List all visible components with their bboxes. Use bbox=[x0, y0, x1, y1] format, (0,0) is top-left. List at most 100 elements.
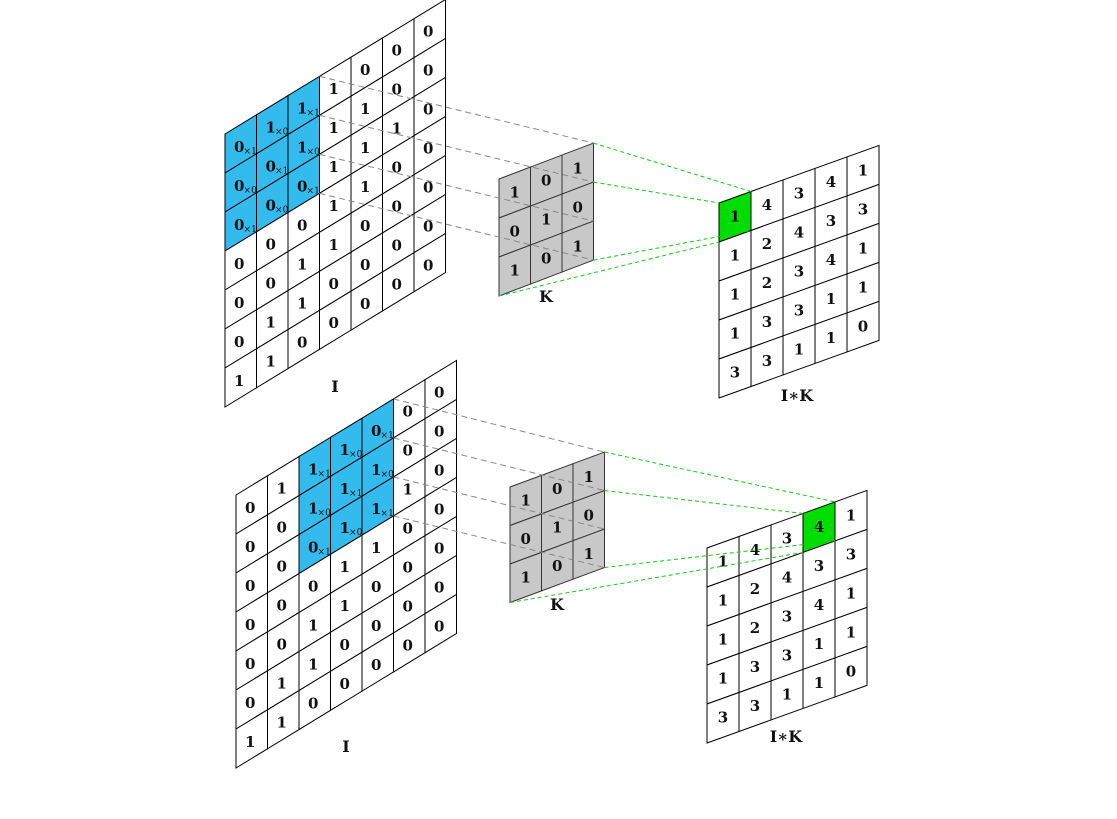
input-cell-value: 0 bbox=[360, 256, 370, 274]
kernel-output-connector bbox=[593, 229, 752, 261]
input-cell-value: 0 bbox=[276, 558, 286, 576]
connector-lines bbox=[319, 75, 752, 297]
output-cell-value: 1 bbox=[846, 507, 856, 525]
output-cell-value: 4 bbox=[826, 251, 836, 269]
input-cell-value: 0 bbox=[234, 177, 244, 195]
output-cell-value: 3 bbox=[814, 557, 824, 575]
kernel-output-connector bbox=[498, 241, 720, 297]
input-cell-value: 1 bbox=[328, 236, 338, 254]
output-cell-value: 3 bbox=[762, 313, 772, 331]
input-cell-value: 0 bbox=[328, 314, 338, 332]
output-cell-value: 3 bbox=[730, 364, 740, 382]
input-cell-value: 0 bbox=[297, 177, 307, 195]
kernel-output-connector bbox=[604, 451, 836, 503]
kernel-multiplier: ×1 bbox=[244, 225, 257, 235]
output-cell-value: 4 bbox=[826, 173, 836, 191]
kernel-multiplier: ×1 bbox=[349, 489, 362, 499]
input-cell-value: 0 bbox=[245, 577, 255, 595]
output-cell-value: 0 bbox=[858, 318, 868, 336]
kernel-cell-value: 0 bbox=[541, 172, 551, 190]
output-cell-value: 1 bbox=[730, 286, 740, 304]
kernel-matrix: 1 0 1 0 1 0 1 0 1 bbox=[509, 451, 605, 604]
input-cell-value: 1 bbox=[234, 372, 244, 390]
output-cell-value: 1 bbox=[718, 631, 728, 649]
output-cell-value: 3 bbox=[858, 201, 868, 219]
input-cell-value: 0 bbox=[402, 637, 412, 655]
input-cell-value: 0 bbox=[308, 577, 318, 595]
output-matrix: 1 4 3 4 1 1 2 4 3 3 1 2 3 4 1 1 3 3 1 1 3 3 1 1 0 bbox=[718, 144, 880, 399]
input-cell-value: 1 bbox=[276, 714, 286, 732]
input-cell-value: 0 bbox=[339, 675, 349, 693]
input-cell-value: 1 bbox=[297, 255, 307, 273]
input-cell-value: 0 bbox=[245, 694, 255, 712]
output-cell-value: 1 bbox=[718, 592, 728, 610]
input-cell bbox=[413, 232, 446, 293]
input-cell-value: 1 bbox=[402, 481, 412, 499]
input-cell-value: 1 bbox=[276, 480, 286, 498]
kernel-cell-value: 1 bbox=[573, 238, 583, 256]
output-cell-value: 3 bbox=[794, 185, 804, 203]
output-cell-value: 3 bbox=[782, 608, 792, 626]
input-cell-value: 0 bbox=[434, 384, 444, 402]
kernel-multiplier: ×0 bbox=[307, 147, 321, 157]
kernel-cell-value: 0 bbox=[521, 530, 531, 548]
output-cell-value: 1 bbox=[718, 553, 728, 571]
input-cell-value: 1 bbox=[328, 119, 338, 137]
input-cell-value: 1 bbox=[328, 80, 338, 98]
kernel-multiplier: ×1 bbox=[275, 167, 288, 177]
input-cell-value: 1 bbox=[265, 314, 275, 332]
output-cell-value: 3 bbox=[782, 530, 792, 548]
output-cell-value: 1 bbox=[858, 162, 868, 180]
input-cell-value: 1 bbox=[371, 461, 381, 479]
input-cell-value: 0 bbox=[360, 217, 370, 235]
input-cell-value: 0 bbox=[423, 62, 433, 80]
kernel-cell-value: 0 bbox=[552, 480, 562, 498]
input-cell-value: 1 bbox=[360, 139, 370, 157]
input-cell-value: 0 bbox=[265, 275, 275, 293]
input-cell-value: 0 bbox=[391, 237, 401, 255]
output-cell-value: 1 bbox=[782, 686, 792, 704]
input-cell-value: 0 bbox=[391, 198, 401, 216]
kernel-cell-value: 1 bbox=[541, 211, 551, 229]
input-cell-value: 0 bbox=[371, 617, 381, 635]
kernel-multiplier: ×1 bbox=[307, 108, 320, 118]
input-kernel-connector bbox=[393, 437, 605, 492]
input-cell-value: 0 bbox=[371, 422, 381, 440]
output-cell-value: 3 bbox=[826, 212, 836, 230]
kernel-multiplier: ×0 bbox=[349, 528, 363, 538]
kernel-multiplier: ×1 bbox=[307, 186, 320, 196]
input-cell-value: 0 bbox=[423, 257, 433, 275]
input-cell-value: 1 bbox=[297, 294, 307, 312]
input-cell-value: 1 bbox=[328, 158, 338, 176]
kernel-multiplier: ×0 bbox=[275, 128, 289, 138]
output-cell-value: 3 bbox=[750, 658, 760, 676]
kernel-cell-value: 0 bbox=[541, 250, 551, 268]
input-cell-value: 0 bbox=[423, 101, 433, 119]
kernel-cell-value: 1 bbox=[510, 184, 520, 202]
kernel-multiplier: ×1 bbox=[318, 469, 331, 479]
output-cell-value: 3 bbox=[794, 263, 804, 281]
input-cell-value: 0 bbox=[245, 538, 255, 556]
output-cell-value: 1 bbox=[730, 247, 740, 265]
input-cell-value: 0 bbox=[434, 501, 444, 519]
input-cell-value: 0 bbox=[371, 656, 381, 674]
kernel-cell-value: 0 bbox=[552, 557, 562, 575]
output-cell-value: 4 bbox=[814, 518, 824, 536]
input-cell-value: 0 bbox=[265, 236, 275, 254]
output-cell-value: 4 bbox=[782, 569, 792, 587]
kernel-output-connector bbox=[604, 490, 804, 514]
input-cell-value: 1 bbox=[265, 119, 275, 137]
output-cell-value: 1 bbox=[846, 624, 856, 642]
kernel-label: K bbox=[539, 287, 554, 306]
input-cell-value: 0 bbox=[328, 275, 338, 293]
output-cell-value: 3 bbox=[794, 302, 804, 320]
input-cell-value: 1 bbox=[308, 655, 318, 673]
kernel-multiplier: ×1 bbox=[381, 509, 394, 519]
output-cell-value: 3 bbox=[718, 709, 728, 727]
kernel-cell-value: 1 bbox=[521, 491, 531, 509]
output-cell-value: 4 bbox=[750, 541, 760, 559]
input-cell-value: 0 bbox=[245, 499, 255, 517]
input-cell-value: 1 bbox=[371, 500, 381, 518]
